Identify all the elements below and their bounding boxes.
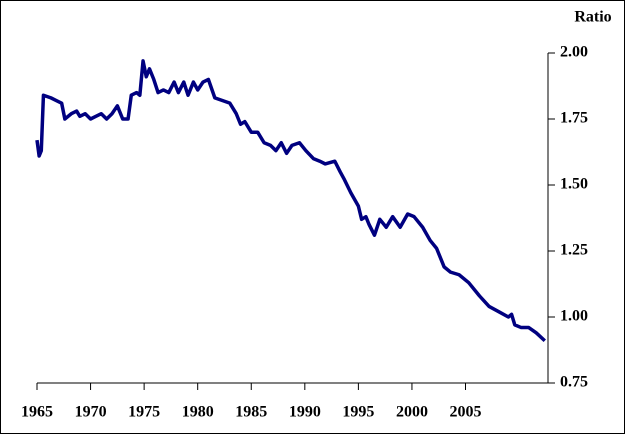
y-tick-label: 0.75 <box>560 374 588 391</box>
data-line <box>35 59 546 343</box>
y-tick-label: 1.25 <box>560 242 588 259</box>
x-tick-label: 1970 <box>75 404 107 421</box>
x-tick-label: 1995 <box>342 404 374 421</box>
y-tick-label: 1.00 <box>560 308 588 325</box>
x-tick-label: 1975 <box>128 404 160 421</box>
x-tick-label: 2005 <box>450 404 482 421</box>
x-tick-label: 2000 <box>396 404 428 421</box>
x-tick-label: 1980 <box>182 404 214 421</box>
y-axis-label: Ratio <box>574 9 611 26</box>
x-tick-label: 1990 <box>289 404 321 421</box>
y-tick-label: 1.75 <box>560 110 588 127</box>
y-tick-label: 2.00 <box>560 44 588 61</box>
y-tick-label: 1.50 <box>560 176 588 193</box>
x-tick-label: 1985 <box>235 404 267 421</box>
x-tick-label: 1965 <box>21 404 53 421</box>
